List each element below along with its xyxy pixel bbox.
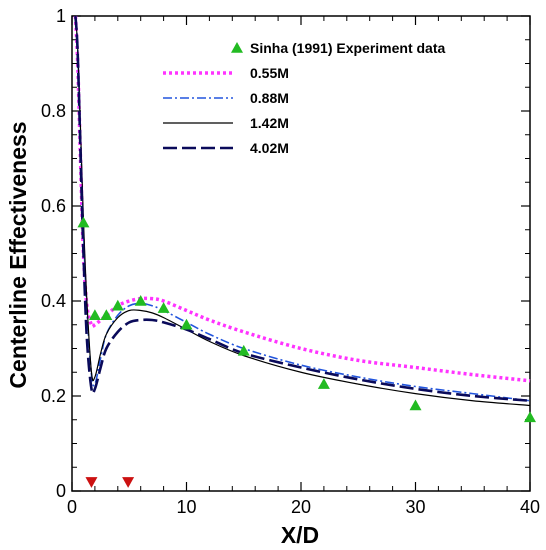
y-tick-label: 0.6: [41, 196, 66, 216]
y-tick-label: 0.4: [41, 291, 66, 311]
y-axis-title: Centerline Effectiveness: [5, 121, 31, 388]
x-tick-label: 0: [67, 497, 77, 517]
legend-label: 4.02M: [250, 140, 289, 156]
red-marker-triangle: [122, 477, 135, 488]
series-line-055m: [73, 15, 531, 383]
red-marker-triangle: [85, 477, 98, 488]
plot-border: [71, 15, 531, 492]
data-points: [77, 216, 536, 423]
experiment-point: [88, 309, 101, 321]
axis-ticks: [71, 15, 531, 492]
plot-frame: [71, 15, 531, 492]
legend: Sinha (1991) Experiment data 0.55M 0.88M 1.…: [163, 40, 446, 156]
x-tick-label: 30: [405, 497, 425, 517]
x-tick-label: 20: [291, 497, 311, 517]
y-tick-label: 0: [56, 481, 66, 501]
experiment-point: [317, 378, 330, 389]
x-tick-label: 10: [176, 497, 196, 517]
tick-labels: 0 10 20 30 40 0 0.2 0.4 0.6 0.8 1: [41, 6, 540, 517]
experiment-point: [524, 411, 536, 423]
series-line-142m: [74, 15, 531, 407]
experiment-point: [180, 318, 193, 330]
experiment-point: [77, 216, 90, 228]
experiment-point: [409, 399, 422, 411]
x-tick-label: 40: [520, 497, 540, 517]
annotation-markers: [85, 477, 135, 488]
legend-label: Sinha (1991) Experiment data: [250, 40, 446, 56]
experiment-point: [111, 299, 124, 311]
experiment-point: [157, 302, 170, 313]
legend-marker-experiment: [231, 42, 243, 53]
series-lines: [73, 15, 531, 407]
x-axis-title: X/D: [281, 522, 319, 548]
series-line-088m: [74, 15, 531, 402]
legend-label: 1.42M: [250, 115, 289, 131]
legend-label: 0.88M: [250, 90, 289, 106]
experiment-point: [100, 309, 113, 321]
y-tick-label: 0.2: [41, 386, 66, 406]
experiment-point: [134, 295, 147, 306]
legend-label: 0.55M: [250, 65, 289, 81]
experiment-point: [237, 344, 250, 356]
y-tick-label: 1: [56, 6, 66, 26]
y-tick-label: 0.8: [41, 101, 66, 121]
series-line-402m: [74, 15, 531, 403]
